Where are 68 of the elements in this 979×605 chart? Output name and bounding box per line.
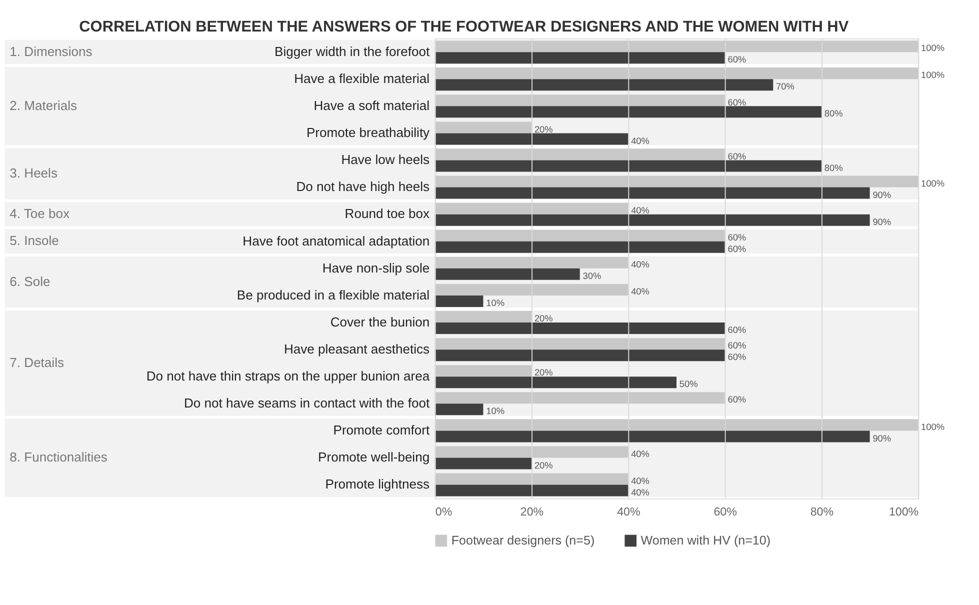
y-tick-label: Be produced in a flexible material <box>236 287 430 302</box>
data-label: 40% <box>631 286 650 297</box>
data-label: 70% <box>776 82 794 92</box>
data-label: 20% <box>534 314 553 324</box>
data-label: 40% <box>631 260 650 270</box>
y-tick-label: Have pleasant aesthetics <box>284 341 430 356</box>
chart-title: CORRELATION BETWEEN THE ANSWERS OF THE FOOTWEAR DESIGNERS AND THE WOMEN WITH HV <box>79 18 850 36</box>
x-tick-label: 20% <box>520 506 544 518</box>
x-tick-label: 100% <box>888 506 919 518</box>
y-tick-label: Have foot anatomical adaptation <box>242 233 430 248</box>
data-label: 40% <box>631 136 650 146</box>
data-label: 20% <box>534 368 553 378</box>
y-tick-label: Have a flexible material <box>294 70 430 86</box>
band-label: 6. Sole <box>10 274 50 289</box>
data-label: 40% <box>631 487 650 498</box>
data-label: 40% <box>631 205 650 216</box>
band-label: 3. Heels <box>10 166 58 181</box>
y-tick-label: Have a soft material <box>314 98 430 114</box>
data-label: 30% <box>582 271 602 282</box>
y-tick-label: Promote comfort <box>333 422 430 438</box>
x-tick-label: 40% <box>617 506 640 518</box>
data-label: 90% <box>872 433 892 444</box>
y-tick-label: Do not have seams in contact with the foot <box>184 396 430 411</box>
data-label: 100% <box>921 178 944 188</box>
y-tick-label: Have non-slip sole <box>322 260 430 276</box>
data-label: 100% <box>921 422 944 432</box>
data-label: 60% <box>728 54 746 65</box>
data-label: 80% <box>824 108 843 119</box>
band-label: 8. Functionalities <box>10 450 108 465</box>
data-label: 60% <box>728 352 746 362</box>
y-tick-label: Do not have thin straps on the upper bunion area <box>146 368 430 384</box>
y-tick-label: Promote well-being <box>318 450 430 465</box>
band-label: 4. Toe box <box>10 206 70 222</box>
y-tick-label: Promote lightness <box>325 476 430 492</box>
legend-label: Footwear designers (n=5) <box>451 534 595 548</box>
data-label: 60% <box>728 340 746 351</box>
band-label: 5. Insole <box>10 233 59 248</box>
data-label: 40% <box>631 476 650 486</box>
data-label: 60% <box>728 232 746 242</box>
data-label: 50% <box>679 379 698 390</box>
y-tick-label: Bigger width in the forefoot <box>274 44 430 59</box>
y-tick-label: Do not have high heels <box>296 179 430 194</box>
band-label: 1. Dimensions <box>10 44 93 59</box>
data-label: 60% <box>728 325 746 336</box>
data-label: 40% <box>631 448 650 459</box>
y-tick-label: Cover the bunion <box>330 314 430 330</box>
data-label: 20% <box>534 124 553 134</box>
legend-label: Women with HV (n=10) <box>640 534 771 548</box>
data-label: 100% <box>921 43 944 54</box>
y-tick-label: Promote breathability <box>306 125 430 140</box>
data-label: 90% <box>872 216 892 227</box>
y-tick-label: Round toe box <box>344 206 430 222</box>
data-label: 10% <box>486 298 504 308</box>
data-label: 100% <box>921 70 944 80</box>
data-label: 60% <box>728 244 746 254</box>
data-label: 60% <box>728 394 746 405</box>
x-tick-label: 80% <box>810 506 834 518</box>
data-label: 60% <box>728 151 746 162</box>
band-label: 7. Details <box>10 355 64 370</box>
y-tick-label: Have low heels <box>341 152 430 168</box>
band-label: 2. Materials <box>10 98 78 113</box>
data-label: 20% <box>534 460 553 470</box>
x-tick-label: 0% <box>435 506 452 518</box>
data-label: 10% <box>486 406 504 416</box>
data-label: 60% <box>728 97 746 108</box>
data-label: 90% <box>872 190 892 200</box>
x-tick-label: 60% <box>714 506 737 518</box>
data-label: 80% <box>824 162 843 173</box>
